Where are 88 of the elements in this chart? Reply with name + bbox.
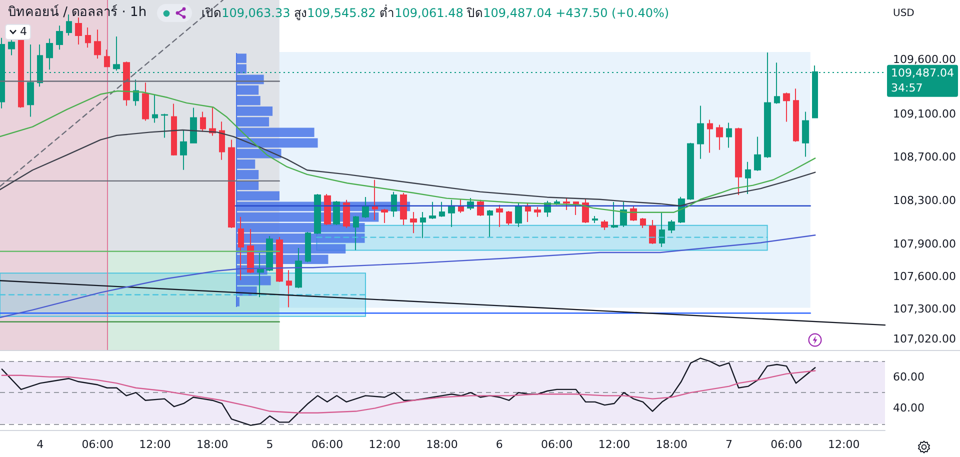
candlestick [754, 136, 761, 172]
candlestick [716, 124, 723, 150]
x-tick-label: 18:00 [656, 438, 688, 451]
candlestick [439, 201, 445, 218]
candlestick [180, 129, 187, 170]
x-tick-label: 12:00 [598, 438, 630, 451]
candlestick [783, 92, 790, 122]
candlestick [171, 103, 177, 156]
candlestick [563, 197, 570, 210]
candlestick [410, 211, 417, 234]
candlestick [487, 210, 493, 238]
candlestick [104, 49, 110, 68]
candlestick [707, 119, 713, 154]
candlestick [611, 201, 618, 228]
candlestick [123, 61, 130, 106]
y-tick-label: 60.00 [893, 370, 924, 384]
y-tick-label: 107,900.00 [893, 237, 956, 250]
candlestick [534, 206, 541, 218]
y-tick-label: 107,600.00 [893, 270, 956, 283]
candlestick [448, 199, 455, 228]
candlestick [649, 219, 656, 245]
x-tick-label: 12:00 [368, 438, 400, 451]
text: 34:57 [891, 81, 923, 94]
ref-line-label: 109,487.04 [891, 66, 954, 80]
candlestick [458, 198, 464, 214]
x-tick-label: 5 [266, 438, 274, 451]
candlestick [286, 270, 292, 308]
candlestick [592, 215, 598, 224]
candlestick [620, 201, 627, 228]
text: USD [893, 7, 914, 21]
candlestick [496, 204, 503, 228]
candlestick [94, 29, 101, 60]
candlestick [735, 127, 742, 196]
y-tick-label: 40.00 [893, 402, 924, 415]
candlestick [228, 139, 235, 228]
candlestick [161, 113, 168, 138]
x-tick-label: 06:00 [311, 438, 344, 451]
candlestick [573, 201, 579, 216]
candlestick [420, 211, 426, 239]
candlestick [601, 219, 608, 231]
candlestick [477, 199, 484, 216]
candlestick [18, 38, 24, 108]
candlestick [46, 38, 53, 70]
text: เปิด109,063.33 สูง109,545.82 ต่ำ109,061.48 ปิด109,487.04 +437.50 (+0.40%) [202, 6, 670, 20]
candlestick [142, 82, 149, 122]
x-tick-label: 06:00 [540, 438, 573, 451]
candlestick [113, 36, 120, 72]
candlestick [793, 88, 799, 142]
candlestick [802, 111, 809, 158]
candlestick [152, 94, 158, 124]
candlestick [190, 107, 197, 144]
y-tick-label: 109,100.00 [893, 107, 956, 120]
y-tick-label: 108,700.00 [893, 150, 956, 164]
candlestick [66, 14, 72, 36]
candlestick [75, 17, 82, 46]
candlestick [726, 122, 732, 148]
x-tick-label: 7 [726, 438, 733, 451]
x-tick-label: 06:00 [770, 438, 802, 451]
candlestick [56, 25, 63, 50]
candlestick [745, 161, 751, 194]
y-tick-label: 107,020.00 [893, 332, 956, 346]
candlestick [429, 201, 436, 220]
candlestick [640, 218, 646, 228]
y-tick-label: 107,300.00 [893, 302, 956, 316]
candlestick [582, 198, 589, 224]
y-tick-label: 109,600.00 [893, 53, 956, 66]
chart-title: บิทคอยน์ / ดอลลาร์ · 1h [8, 4, 147, 22]
candlestick [85, 27, 91, 48]
candlestick [630, 205, 637, 222]
candlestick [8, 40, 15, 56]
candlestick [219, 121, 225, 160]
x-tick-label: 06:00 [82, 438, 114, 451]
y-tick-label: 108,300.00 [893, 194, 956, 207]
candlestick [525, 202, 531, 223]
x-tick-label: 18:00 [426, 438, 458, 451]
x-tick-label: 4 [36, 438, 44, 451]
candlestick [515, 202, 522, 228]
x-tick-label: 12:00 [828, 438, 860, 451]
candlestick [200, 111, 206, 132]
candlestick [697, 105, 704, 160]
candlestick [506, 210, 512, 226]
candlestick [668, 219, 675, 234]
candlestick [687, 142, 694, 200]
x-tick-label: 18:00 [196, 438, 228, 451]
toggle-button: 4 [5, 24, 31, 40]
x-tick-label: 12:00 [139, 438, 171, 451]
x-tick-label: 6 [496, 438, 503, 451]
annotation: 4 [20, 25, 27, 39]
